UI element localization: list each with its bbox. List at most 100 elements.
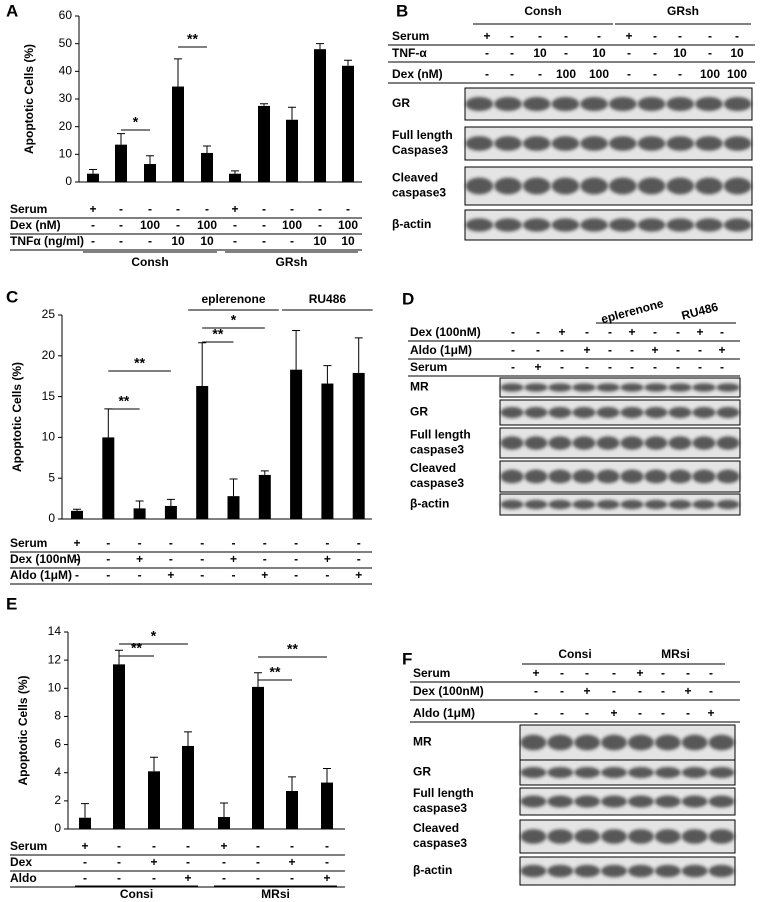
row-cell: + bbox=[483, 29, 490, 43]
row-cell: + bbox=[583, 684, 590, 698]
table-cell: - bbox=[106, 536, 110, 550]
error-bar bbox=[104, 408, 113, 438]
y-axis-label: Apoptotic Cells (%) bbox=[22, 44, 36, 154]
blot-band bbox=[644, 436, 668, 450]
table-cell: - bbox=[325, 839, 329, 853]
panel-label: D bbox=[402, 289, 414, 308]
table-cell: - bbox=[75, 552, 79, 566]
table-cell: - bbox=[294, 536, 298, 550]
blot-band bbox=[500, 407, 524, 418]
error-bar bbox=[174, 58, 182, 87]
row-label: Serum bbox=[392, 29, 429, 43]
error-bar bbox=[203, 145, 211, 153]
blot-band bbox=[596, 499, 620, 510]
blot-band bbox=[620, 383, 644, 392]
row-cell: - bbox=[678, 29, 682, 43]
blot-band bbox=[723, 136, 752, 151]
blot-band bbox=[668, 407, 692, 418]
y-tick-label: 20 bbox=[59, 119, 73, 133]
blot-band bbox=[692, 383, 716, 392]
row-cell: - bbox=[564, 46, 568, 60]
table-row-label: Dex (100nM) bbox=[10, 552, 81, 566]
row-cell: + bbox=[610, 706, 617, 720]
blot-band bbox=[609, 177, 637, 195]
blot-band bbox=[695, 136, 723, 151]
row-cell: - bbox=[510, 29, 514, 43]
bar bbox=[252, 686, 264, 829]
band-label: β-actin bbox=[392, 217, 431, 231]
blot-band bbox=[637, 177, 666, 195]
table-cell: 100 bbox=[140, 218, 160, 232]
row-cell: - bbox=[653, 325, 657, 339]
error-bar bbox=[135, 500, 144, 509]
blot-band bbox=[524, 499, 548, 510]
blot-band bbox=[708, 767, 735, 778]
row-cell: - bbox=[560, 684, 564, 698]
blot-band bbox=[695, 218, 723, 232]
blot-band bbox=[596, 407, 620, 418]
table-cell: + bbox=[136, 552, 143, 566]
table-cell: - bbox=[233, 234, 237, 248]
table-row-label: Aldo (1μM) bbox=[10, 568, 72, 582]
table-cell: - bbox=[233, 218, 237, 232]
row-cell: - bbox=[638, 706, 642, 720]
band-label: caspase3 bbox=[410, 443, 464, 457]
panel-label: A bbox=[6, 1, 18, 20]
row-cell: - bbox=[653, 29, 657, 43]
blot-band bbox=[723, 177, 752, 195]
y-tick-label: 15 bbox=[42, 389, 56, 403]
blot-band bbox=[465, 136, 494, 151]
table-cell: - bbox=[148, 202, 152, 216]
table-cell: + bbox=[355, 568, 362, 582]
error-bar bbox=[316, 43, 324, 50]
row-cell: - bbox=[735, 29, 739, 43]
row-cell: - bbox=[708, 29, 712, 43]
table-cell: - bbox=[176, 202, 180, 216]
row-cell: - bbox=[661, 666, 665, 680]
table-cell: + bbox=[184, 871, 191, 885]
row-cell: - bbox=[627, 46, 631, 60]
band-label: caspase3 bbox=[410, 476, 464, 490]
blot-band bbox=[520, 767, 547, 778]
blot-band bbox=[580, 177, 608, 195]
row-label: TNF-α bbox=[392, 46, 427, 60]
error-bar bbox=[323, 767, 331, 783]
error-bar bbox=[260, 470, 269, 475]
bar bbox=[115, 144, 127, 182]
y-tick-label: 40 bbox=[59, 64, 73, 78]
blot-band bbox=[547, 767, 574, 778]
blot-band bbox=[644, 499, 668, 510]
y-tick-label: 4 bbox=[54, 765, 61, 779]
error-bar bbox=[198, 342, 207, 386]
blot-band bbox=[548, 436, 572, 450]
row-cell: - bbox=[534, 684, 538, 698]
table-cell: + bbox=[89, 202, 96, 216]
y-tick-label: 8 bbox=[54, 709, 61, 723]
blot-band bbox=[681, 767, 708, 778]
group-label: Consh bbox=[131, 255, 168, 269]
row-cell: 100 bbox=[727, 67, 747, 81]
band-label: caspase3 bbox=[392, 186, 446, 200]
blot-band bbox=[524, 436, 548, 450]
blot-band bbox=[548, 383, 572, 392]
blot-band bbox=[681, 734, 708, 751]
table-cell: - bbox=[262, 234, 266, 248]
blot-band bbox=[574, 734, 601, 751]
table-cell: - bbox=[357, 552, 361, 566]
row-cell: - bbox=[560, 706, 564, 720]
error-bar bbox=[344, 59, 352, 66]
table-cell: 100 bbox=[282, 218, 302, 232]
blot-band bbox=[520, 864, 547, 878]
row-cell: - bbox=[676, 360, 680, 374]
blot-band bbox=[548, 499, 572, 510]
table-cell: - bbox=[106, 552, 110, 566]
panel-label: B bbox=[396, 1, 408, 20]
row-cell: + bbox=[636, 666, 643, 680]
y-tick-label: 0 bbox=[65, 174, 72, 188]
table-cell: - bbox=[176, 218, 180, 232]
row-cell: - bbox=[534, 706, 538, 720]
row-cell: - bbox=[698, 360, 702, 374]
significance-label: ** bbox=[131, 640, 142, 656]
bar bbox=[321, 782, 333, 829]
table-cell: - bbox=[325, 536, 329, 550]
